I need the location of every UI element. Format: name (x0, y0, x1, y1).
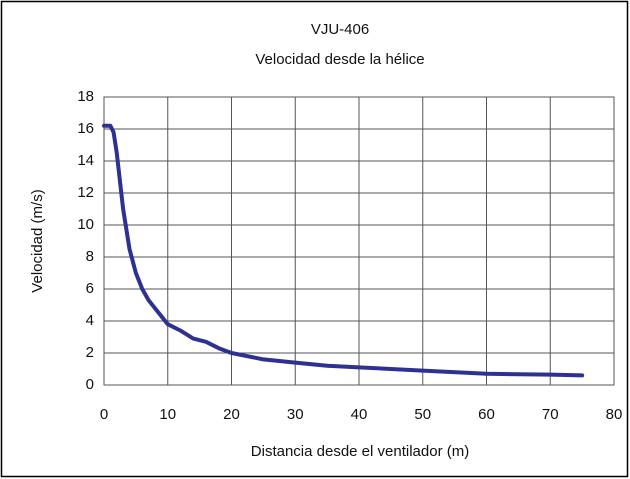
x-tick-label: 50 (414, 406, 431, 423)
x-tick-label: 60 (478, 406, 495, 423)
y-tick-label: 0 (86, 376, 94, 393)
y-tick-label: 12 (77, 184, 94, 201)
y-tick-label: 18 (77, 88, 94, 105)
x-tick-label: 20 (223, 406, 240, 423)
chart-subtitle: Velocidad desde la hélice (255, 51, 424, 68)
data-line (102, 123, 585, 378)
x-tick-label: 80 (606, 406, 623, 423)
x-tick-label: 0 (100, 406, 108, 423)
y-tick-label: 4 (86, 312, 94, 329)
y-axis-label: Velocidad (m/s) (29, 189, 46, 292)
y-tick-label: 16 (77, 120, 94, 137)
x-tick-label: 30 (287, 406, 304, 423)
x-tick-label: 70 (542, 406, 559, 423)
x-tick-label: 10 (159, 406, 176, 423)
y-tick-label: 8 (86, 248, 94, 265)
y-tick-label: 6 (86, 280, 94, 297)
y-tick-label: 10 (77, 216, 94, 233)
y-tick-label: 14 (77, 152, 94, 169)
y-tick-label: 2 (86, 344, 94, 361)
x-axis-label: Distancia desde el ventilador (m) (251, 443, 469, 460)
chart-title: VJU-406 (311, 21, 369, 38)
x-tick-label: 40 (351, 406, 368, 423)
